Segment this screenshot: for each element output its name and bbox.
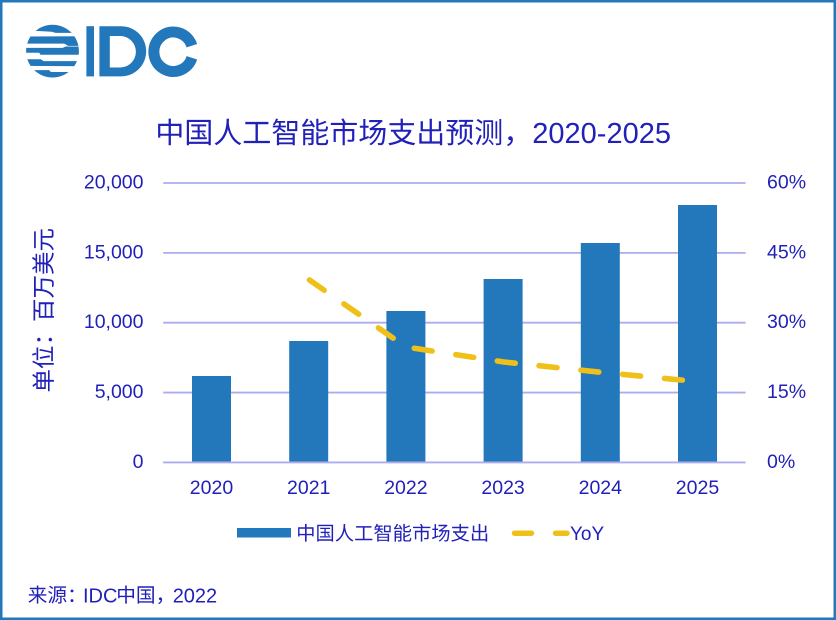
svg-text:2025: 2025 [676, 477, 720, 499]
svg-text:2021: 2021 [287, 477, 330, 499]
svg-text:45%: 45% [767, 241, 806, 263]
svg-text:15,000: 15,000 [84, 241, 144, 263]
svg-text:IDC: IDC [83, 586, 117, 608]
svg-text:15%: 15% [767, 381, 806, 403]
svg-text:2023: 2023 [481, 477, 524, 499]
svg-text:0%: 0% [767, 451, 795, 473]
svg-text:2022: 2022 [384, 477, 427, 499]
svg-text:60%: 60% [767, 172, 806, 194]
svg-text:20,000: 20,000 [84, 172, 144, 194]
svg-text:2024: 2024 [579, 477, 623, 499]
svg-text:2020-2025: 2020-2025 [532, 118, 671, 150]
svg-text:2020: 2020 [190, 477, 234, 499]
svg-text:2022: 2022 [173, 586, 218, 608]
svg-text:YoY: YoY [570, 524, 604, 545]
svg-text:30%: 30% [767, 311, 806, 333]
svg-text:5,000: 5,000 [95, 381, 144, 403]
svg-text:0: 0 [133, 451, 144, 473]
svg-text:10,000: 10,000 [84, 311, 144, 333]
